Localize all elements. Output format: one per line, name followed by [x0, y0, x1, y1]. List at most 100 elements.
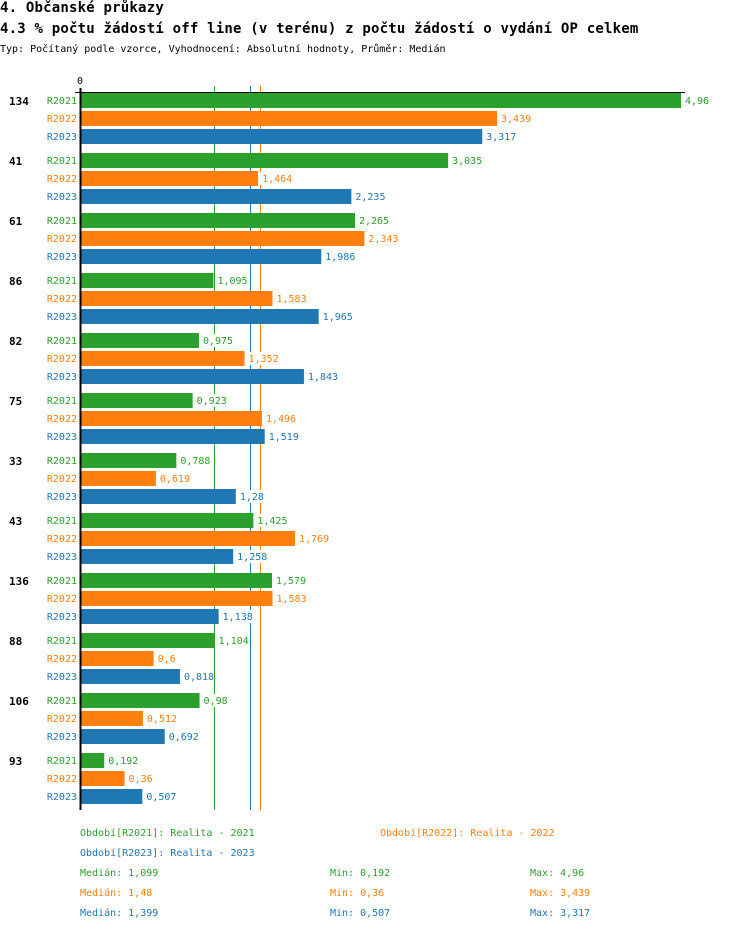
value-label-bg: [157, 472, 190, 485]
value-label: 1,579: [276, 576, 306, 587]
value-label: 0,692: [169, 732, 199, 743]
value-label: 1,986: [325, 252, 355, 263]
stat-median-r2023: Medián: 1,399: [80, 908, 159, 919]
value-label-bg: [216, 634, 249, 647]
bar-r2021: [81, 453, 177, 468]
series-label-r2023: R2023: [47, 372, 77, 383]
series-label-r2022: R2022: [47, 534, 77, 545]
value-label: 0,507: [146, 792, 176, 803]
value-label-bg: [255, 514, 288, 527]
value-label: 1,258: [237, 552, 267, 563]
bar-r2023: [81, 309, 319, 324]
series-label-r2023: R2023: [47, 552, 77, 563]
bar-r2023: [81, 729, 165, 744]
series-label-r2022: R2022: [47, 174, 77, 185]
value-label-bg: [246, 352, 279, 365]
value-label: 1,583: [276, 594, 306, 605]
series-label-r2023: R2023: [47, 432, 77, 443]
category-label: 43: [9, 515, 22, 528]
series-label-r2023: R2023: [47, 132, 77, 143]
bar-r2022: [81, 411, 262, 426]
bar-r2022: [81, 231, 365, 246]
series-label-r2022: R2022: [47, 114, 77, 125]
chart-title: 4.3 % počtu žádostí off line (v terénu) …: [0, 21, 639, 37]
value-label: 1,464: [262, 174, 292, 185]
value-label-bg: [260, 172, 293, 185]
value-label: 2,235: [355, 192, 385, 203]
value-label: 1,519: [269, 432, 299, 443]
series-label-r2021: R2021: [47, 276, 77, 287]
series-label-r2021: R2021: [47, 576, 77, 587]
value-label: 0,192: [108, 756, 138, 767]
series-label-r2023: R2023: [47, 732, 77, 743]
value-label-bg: [296, 532, 329, 545]
bar-r2022: [81, 651, 154, 666]
stat-max-r2021: Max: 4,96: [530, 868, 585, 879]
value-label-bg: [237, 490, 264, 503]
bar-r2021: [81, 153, 449, 168]
value-label-bg: [126, 772, 153, 785]
series-label-r2022: R2022: [47, 234, 77, 245]
value-label-bg: [220, 610, 253, 623]
series-label-r2021: R2021: [47, 96, 77, 107]
bar-r2023: [81, 789, 143, 804]
series-label-r2023: R2023: [47, 192, 77, 203]
stat-max-r2023: Max: 3,317: [530, 908, 591, 919]
value-label: 1,769: [299, 534, 329, 545]
category-label: 134: [9, 95, 29, 108]
value-label-bg: [320, 310, 353, 323]
series-label-r2023: R2023: [47, 252, 77, 263]
category-label: 75: [9, 395, 22, 408]
section-title: 4. Občanské průkazy: [0, 0, 164, 16]
value-label: 2,343: [368, 234, 398, 245]
bar-r2022: [81, 711, 143, 726]
value-label-bg: [499, 112, 532, 125]
value-label-bg: [274, 574, 307, 587]
series-label-r2021: R2021: [47, 636, 77, 647]
value-label-bg: [356, 214, 389, 227]
bar-r2023: [81, 429, 265, 444]
value-label-bg: [274, 592, 307, 605]
value-label-bg: [235, 550, 268, 563]
value-label-bg: [194, 394, 227, 407]
value-label: 0,512: [147, 714, 177, 725]
category-label: 106: [9, 695, 29, 708]
value-label-bg: [106, 754, 139, 767]
value-label-bg: [484, 130, 517, 143]
bar-r2023: [81, 189, 352, 204]
series-label-r2023: R2023: [47, 792, 77, 803]
value-label: 0,923: [197, 396, 227, 407]
stat-min-r2021: Min: 0,192: [330, 868, 391, 879]
value-label-bg: [266, 430, 299, 443]
bar-r2023: [81, 549, 234, 564]
category-label: 33: [9, 455, 22, 468]
value-label-bg: [263, 412, 296, 425]
legend-r2022: Období[R2022]: Realita - 2022: [380, 828, 555, 839]
series-label-r2021: R2021: [47, 216, 77, 227]
series-label-r2022: R2022: [47, 594, 77, 605]
value-label-bg: [181, 670, 214, 683]
value-label: 3,439: [501, 114, 531, 125]
value-label: 1,138: [223, 612, 253, 623]
series-label-r2023: R2023: [47, 612, 77, 623]
bar-r2023: [81, 249, 322, 264]
category-label: 93: [9, 755, 22, 768]
value-label: 3,317: [486, 132, 516, 143]
series-label-r2023: R2023: [47, 672, 77, 683]
bar-r2022: [81, 291, 273, 306]
bar-r2022: [81, 111, 498, 126]
bar-r2023: [81, 609, 219, 624]
category-label: 88: [9, 635, 22, 648]
stat-max-r2022: Max: 3,439: [530, 888, 591, 899]
bar-r2021: [81, 513, 254, 528]
value-label: 0,788: [180, 456, 210, 467]
value-label: 3,035: [452, 156, 482, 167]
legend-r2023: Období[R2023]: Realita - 2023: [80, 848, 255, 859]
value-label-bg: [201, 694, 228, 707]
value-label: 4,96: [685, 96, 709, 107]
bar-r2021: [81, 273, 214, 288]
value-label: 1,352: [249, 354, 279, 365]
series-label-r2021: R2021: [47, 336, 77, 347]
bar-r2023: [81, 489, 236, 504]
series-label-r2022: R2022: [47, 414, 77, 425]
